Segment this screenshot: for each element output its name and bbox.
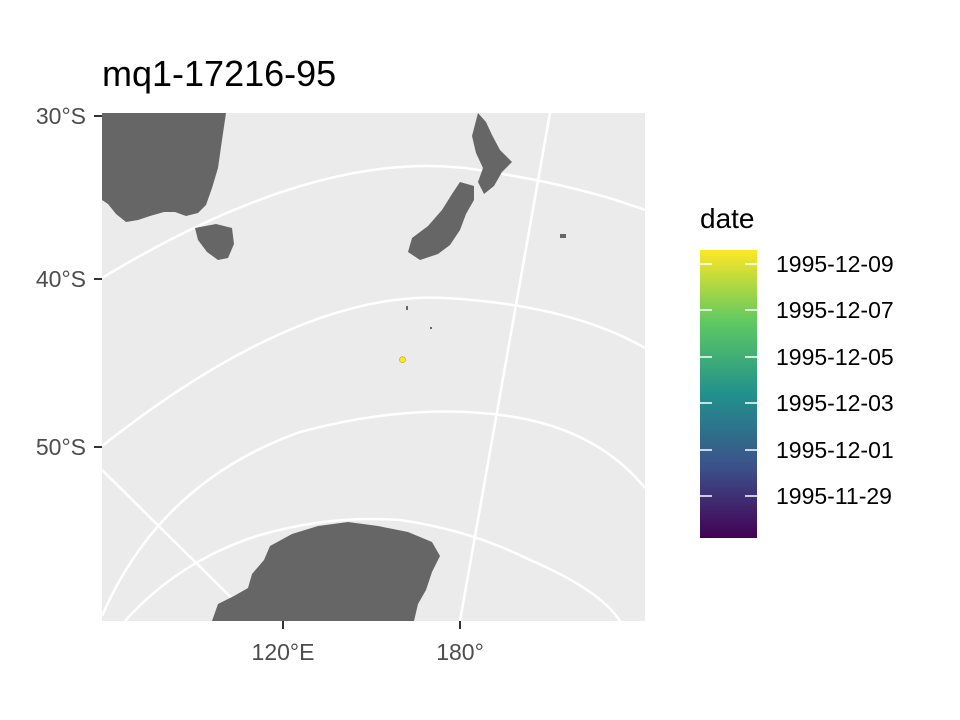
legend-ticks (700, 263, 757, 497)
legend-label: 1995-12-09 (776, 251, 894, 277)
track-points (399, 356, 406, 364)
y-tick-label: 50°S (36, 434, 86, 460)
land-nz-south-island (408, 182, 474, 260)
graticule-lat-50s (102, 410, 645, 617)
land-antarctica (212, 522, 440, 621)
land (102, 113, 566, 621)
legend: date 1995-12-09 1995-12-07 1995-12-05 19… (700, 203, 894, 538)
plot-title: mq1-17216-95 (102, 53, 336, 94)
graticule-lat-30s (102, 164, 645, 280)
x-axis: 120°E 180° (252, 621, 484, 665)
legend-label: 1995-11-29 (776, 483, 892, 509)
graticule (102, 113, 645, 621)
graticule-lon-180 (458, 113, 552, 621)
land-tasmania (195, 224, 234, 260)
legend-label: 1995-12-05 (776, 344, 894, 370)
graticule-lon-120e (102, 469, 256, 621)
legend-label: 1995-12-03 (776, 390, 894, 416)
land-islet (406, 306, 408, 310)
map-layers (102, 113, 645, 621)
y-tick-label: 40°S (36, 266, 86, 292)
land-islet (560, 234, 566, 238)
graticule-lat-60s (124, 517, 622, 621)
legend-title: date (700, 203, 755, 234)
legend-colorbar (700, 250, 757, 538)
track-point (399, 356, 406, 364)
x-tick-label: 180° (436, 639, 484, 665)
land-islet (430, 327, 432, 329)
land-nz-north-island (472, 113, 512, 194)
legend-label: 1995-12-07 (776, 297, 894, 323)
x-tick-label: 120°E (252, 639, 315, 665)
legend-label: 1995-12-01 (776, 437, 894, 463)
y-axis: 30°S 40°S 50°S (36, 103, 102, 460)
graticule-lat-40s (102, 296, 645, 447)
y-tick-label: 30°S (36, 103, 86, 129)
land-australia (102, 113, 226, 222)
